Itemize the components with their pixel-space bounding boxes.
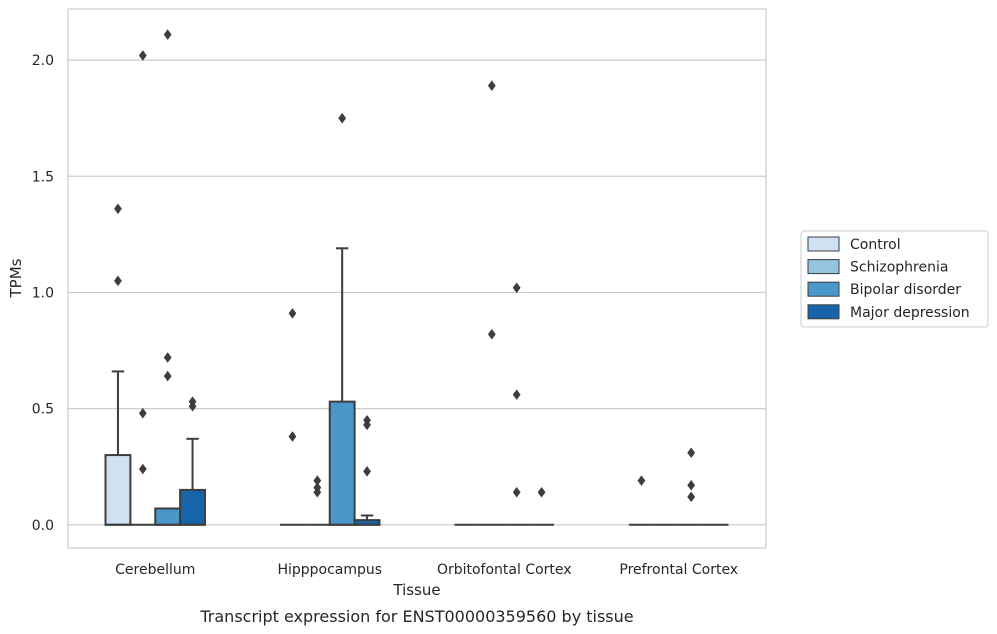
y-tick-label: 0.0 <box>32 518 54 534</box>
outlier-point <box>687 491 696 503</box>
y-tick-label: 1.5 <box>32 169 54 185</box>
x-tick-labels: Cerebellum Hipppocampus Orbitofontal Corte… <box>115 562 738 578</box>
box-group <box>479 80 505 526</box>
outlier-point <box>338 112 347 124</box>
outlier-point <box>188 396 197 407</box>
legend: Control Schizophrenia Bipolar disorder Majo… <box>800 230 989 328</box>
outlier-point <box>363 414 371 426</box>
x-tick-label: Hipppocampus <box>277 562 382 578</box>
y-axis-label: TPMs <box>7 258 25 298</box>
box-group <box>678 447 704 526</box>
y-tick-labels: 0.0 0.5 1.0 1.5 2.0 <box>32 53 54 534</box>
x-tick-label: Prefrontal Cortex <box>619 562 738 578</box>
outlier-point <box>138 463 147 475</box>
plot-frame <box>67 8 767 549</box>
x-axis-label: Tissue <box>392 581 440 599</box>
legend-label: Schizophrenia <box>850 260 948 276</box>
outlier-point <box>163 29 172 40</box>
chart-caption: Transcript expression for ENST0000035956… <box>199 607 633 626</box>
box <box>328 400 356 526</box>
outlier-point <box>138 407 147 419</box>
box <box>104 454 132 526</box>
legend-label: Major depression <box>850 305 970 321</box>
box-group <box>529 486 554 526</box>
outlier-point <box>637 475 646 486</box>
outlier-point <box>313 482 322 493</box>
gridlines <box>68 59 766 526</box>
legend-label: Control <box>850 237 901 253</box>
box-group <box>280 308 305 526</box>
outlier-point <box>512 282 521 294</box>
outlier-point <box>487 328 496 340</box>
outlier-point <box>363 466 371 477</box>
legend-swatch <box>807 281 840 297</box>
box <box>179 488 206 526</box>
legend-swatch <box>807 304 840 320</box>
outlier-point <box>537 486 546 498</box>
legend-swatch <box>807 259 840 275</box>
outlier-point <box>687 479 696 491</box>
legend-label: Bipolar disorder <box>850 282 961 298</box>
box-group <box>353 414 381 526</box>
outlier-point <box>288 431 297 442</box>
outlier-point <box>687 447 696 459</box>
legend-swatch <box>807 236 840 252</box>
box-group <box>179 396 206 526</box>
box-group <box>328 112 356 526</box>
y-tick-label: 2.0 <box>32 53 54 69</box>
outlier-point <box>288 308 297 319</box>
outlier-point <box>512 486 521 498</box>
boxes <box>104 29 729 526</box>
legend-frame <box>800 230 989 328</box>
outlier-point <box>138 50 147 61</box>
outlier-point <box>163 352 172 363</box>
box-group <box>629 475 654 526</box>
x-tick-label: Cerebellum <box>115 562 195 578</box>
box-group <box>304 475 330 526</box>
outlier-point <box>163 370 172 382</box>
y-tick-label: 0.5 <box>32 402 54 418</box>
box-group <box>154 29 182 526</box>
outlier-point <box>114 275 122 287</box>
x-tick-label: Orbitofontal Cortex <box>437 562 572 578</box>
box-group <box>504 282 530 526</box>
outlier-point <box>313 475 322 486</box>
outlier-point <box>114 203 122 215</box>
box-group <box>104 203 132 526</box>
box <box>154 507 182 526</box>
outlier-point <box>512 389 521 400</box>
outlier-point <box>487 80 496 91</box>
box-group <box>130 50 156 526</box>
y-tick-label: 1.0 <box>32 285 54 301</box>
